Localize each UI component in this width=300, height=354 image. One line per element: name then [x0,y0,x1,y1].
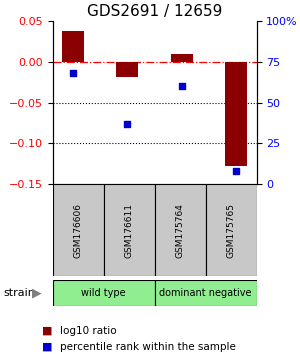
Text: GSM176611: GSM176611 [124,202,134,258]
Bar [52,280,154,306]
Bar [225,62,247,166]
Bar [206,184,256,276]
Bar [154,280,256,306]
Bar [52,184,104,276]
Point [234,168,239,174]
Bar [62,31,84,62]
Text: percentile rank within the sample: percentile rank within the sample [60,342,236,352]
Text: GSM175764: GSM175764 [176,202,184,258]
Title: GDS2691 / 12659: GDS2691 / 12659 [87,4,222,19]
Text: wild type: wild type [81,288,126,298]
Text: log10 ratio: log10 ratio [60,326,117,336]
Point [179,84,184,89]
Text: ▶: ▶ [32,286,41,299]
Bar [116,62,138,76]
Point [70,70,75,76]
Text: ■: ■ [42,326,52,336]
Text: GSM175765: GSM175765 [226,202,236,258]
Text: dominant negative: dominant negative [159,288,252,298]
Point [125,121,130,127]
Bar [103,184,154,276]
Text: GSM176606: GSM176606 [74,202,82,258]
Text: ■: ■ [42,342,52,352]
Bar [154,184,206,276]
Text: strain: strain [3,288,35,298]
Bar [171,54,193,62]
